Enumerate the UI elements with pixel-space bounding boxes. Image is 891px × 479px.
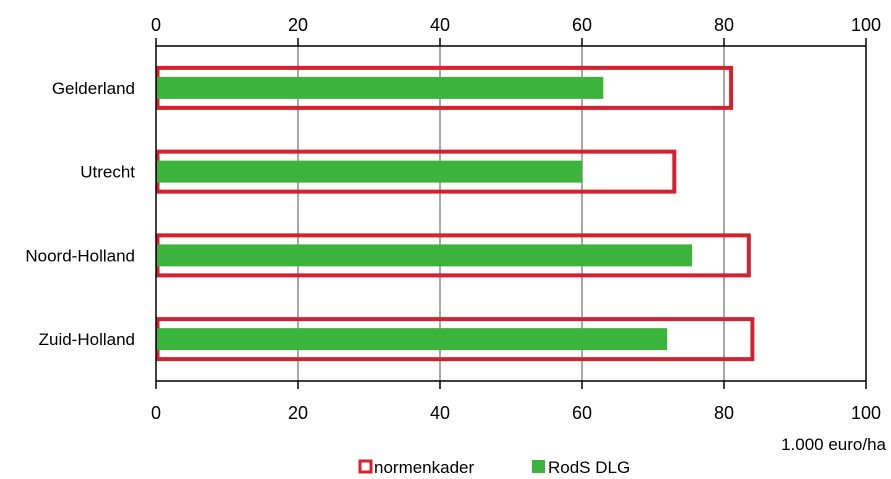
legend-label-rods-dlg: RodS DLG (548, 458, 630, 477)
category-label-gelderland: Gelderland (52, 79, 135, 98)
category-label-noord-holland: Noord-Holland (25, 246, 135, 265)
tick-label-bottom-100: 100 (851, 403, 881, 423)
tick-label-top-100: 100 (851, 15, 881, 35)
tick-label-top-20: 20 (288, 15, 308, 35)
category-label-zuid-holland: Zuid-Holland (39, 330, 135, 349)
gridlines (297, 46, 725, 381)
bar-rods-dlg-zuid-holland (157, 328, 668, 351)
tick-label-bottom-20: 20 (288, 403, 308, 423)
category-label-utrecht: Utrecht (80, 163, 135, 182)
tick-label-top-60: 60 (572, 15, 592, 35)
tick-label-top-80: 80 (714, 15, 734, 35)
legend-swatch-normenkader (358, 459, 373, 474)
bar-rods-dlg-gelderland (157, 76, 604, 99)
tick-label-bottom-60: 60 (572, 403, 592, 423)
tick-label-bottom-40: 40 (430, 403, 450, 423)
legend: normenkader RodS DLG (358, 458, 630, 477)
plot-area-frame (155, 45, 867, 382)
tick-label-bottom-80: 80 (714, 403, 734, 423)
axes: 0 0 20 20 40 40 60 60 80 80 100 100 Gelderland Utrech… (25, 15, 881, 423)
tick-label-bottom-0: 0 (151, 403, 161, 423)
bars (155, 65, 755, 362)
bar-rods-dlg-noord-holland (157, 244, 693, 267)
x-axis-unit-label: 1.000 euro/ha (781, 435, 886, 454)
tick-label-top-40: 40 (430, 15, 450, 35)
tick-label-top-0: 0 (151, 15, 161, 35)
legend-swatch-rods-dlg (532, 460, 545, 473)
bar-rods-dlg-utrecht (157, 160, 582, 183)
legend-label-normenkader: normenkader (374, 458, 475, 477)
